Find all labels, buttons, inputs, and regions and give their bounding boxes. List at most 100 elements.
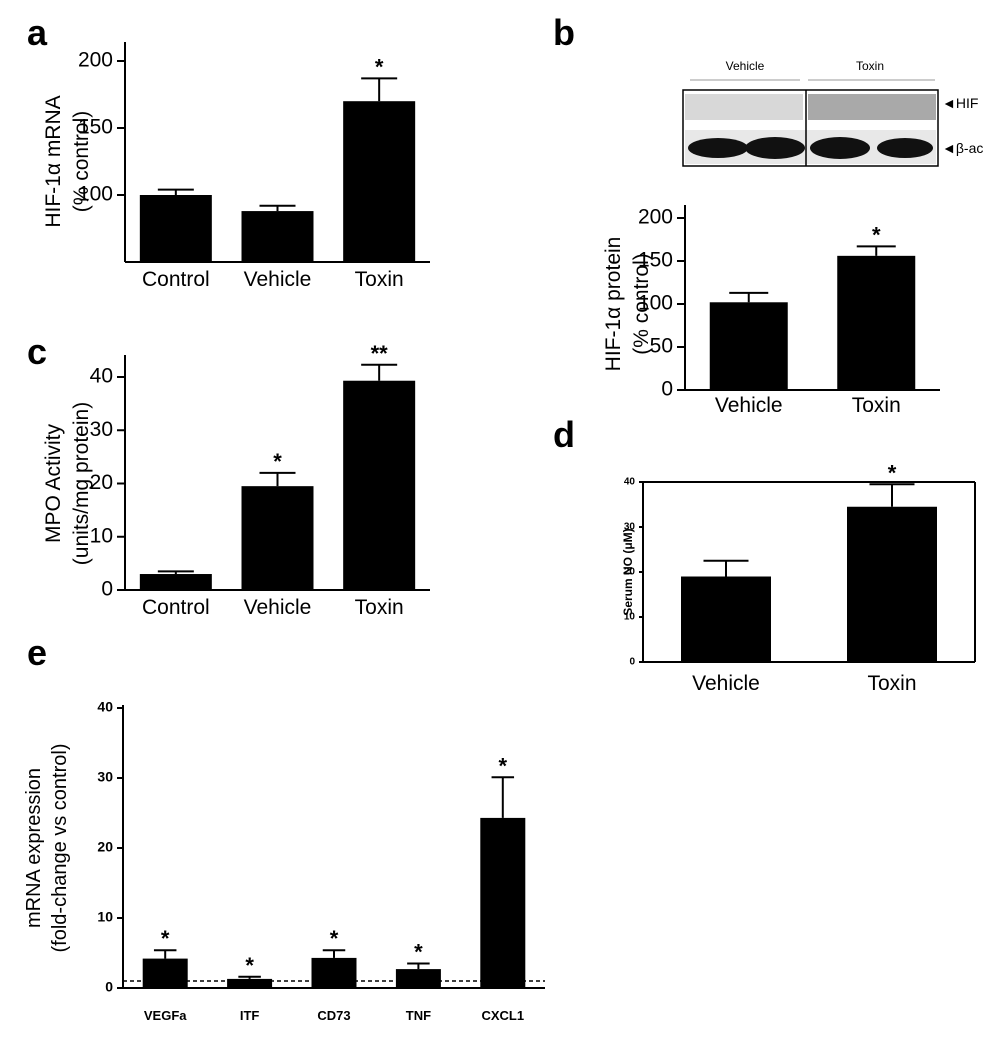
band xyxy=(877,138,933,158)
bar xyxy=(395,969,441,988)
bar xyxy=(681,576,771,662)
panel: e mRNA expression (fold-change vs control)… xyxy=(23,632,545,1023)
band xyxy=(745,137,805,159)
bar xyxy=(139,574,212,590)
bar xyxy=(227,978,273,988)
x-tick-label: Toxin xyxy=(867,672,916,695)
significance-label: * xyxy=(161,926,170,951)
significance-label: * xyxy=(245,953,254,978)
bar xyxy=(241,211,314,262)
error-bar xyxy=(157,570,194,575)
y-axis-label: HIF-1α protein xyxy=(602,237,625,372)
y-tick-label: 40 xyxy=(624,477,636,488)
bar xyxy=(837,255,916,390)
x-tick-label: Vehicle xyxy=(244,268,312,291)
x-tick-label: Toxin xyxy=(355,268,404,291)
bar xyxy=(709,302,788,390)
y-tick-label: 40 xyxy=(97,699,113,715)
significance-label: * xyxy=(872,222,881,247)
y-tick-label: 0 xyxy=(101,578,113,601)
y-axis-label: (% control) xyxy=(630,253,653,355)
y-axis-label: Serum NO (μM) xyxy=(621,528,635,615)
y-tick-label: 10 xyxy=(90,524,113,547)
bar xyxy=(311,957,357,988)
panel-label: b xyxy=(553,12,575,53)
significance-label: * xyxy=(414,940,423,965)
y-tick-label: 40 xyxy=(90,365,113,388)
bar xyxy=(142,958,188,988)
x-tick-label: Vehicle xyxy=(692,672,760,695)
bar xyxy=(343,380,416,590)
y-axis-label: MPO Activity xyxy=(42,423,65,543)
y-tick-label: 100 xyxy=(638,292,673,315)
significance-label: * xyxy=(888,460,897,485)
band xyxy=(685,94,803,120)
y-tick-label: 30 xyxy=(624,522,636,533)
significance-label: * xyxy=(273,449,282,474)
x-tick-label: Control xyxy=(142,596,210,619)
error-bar xyxy=(703,559,749,577)
significance-label: * xyxy=(375,54,384,79)
error-bar xyxy=(729,291,769,303)
panel-label: c xyxy=(27,331,47,372)
error-bar xyxy=(869,483,915,507)
band-label: ◄β-ac xyxy=(942,140,983,156)
y-tick-label: 100 xyxy=(78,183,113,206)
y-tick-label: 10 xyxy=(97,909,113,925)
y-tick-label: 50 xyxy=(650,335,673,358)
y-tick-label: 200 xyxy=(78,49,113,72)
y-tick-label: 200 xyxy=(638,206,673,229)
bar xyxy=(847,506,937,662)
error-bar xyxy=(361,77,398,102)
error-bar xyxy=(259,471,296,487)
x-tick-label: Vehicle xyxy=(715,394,783,417)
bar xyxy=(241,486,314,590)
band-label: ◄HIF xyxy=(942,95,978,111)
error-bar xyxy=(361,363,398,381)
x-tick-label: CXCL1 xyxy=(481,1008,524,1023)
y-tick-label: 150 xyxy=(638,249,673,272)
y-axis-label: (fold-change vs control) xyxy=(49,744,71,953)
panel-label: a xyxy=(27,12,48,53)
error-bar xyxy=(157,188,194,195)
x-tick-label: Toxin xyxy=(852,394,901,417)
panel: a HIF-1α mRNA (% control)100 150 200 Control V… xyxy=(27,12,430,291)
lane-label: Vehicle xyxy=(726,59,765,73)
panel-label: e xyxy=(27,632,47,673)
lane-label: Toxin xyxy=(856,59,884,73)
band xyxy=(810,137,870,159)
band xyxy=(688,138,748,158)
y-tick-label: 20 xyxy=(624,567,636,578)
y-tick-label: 30 xyxy=(97,769,113,785)
western-blot: Vehicle Toxin ◄HIF ◄β-ac xyxy=(682,59,983,167)
error-bar xyxy=(407,962,430,970)
y-tick-label: 0 xyxy=(661,378,673,401)
bar xyxy=(343,101,416,262)
error-bar xyxy=(259,204,296,212)
y-tick-label: 0 xyxy=(105,979,113,995)
y-tick-label: 20 xyxy=(97,839,113,855)
band xyxy=(808,94,936,120)
x-tick-label: VEGFa xyxy=(144,1008,187,1023)
error-bar xyxy=(491,776,515,818)
x-tick-label: Control xyxy=(142,268,210,291)
bar xyxy=(480,817,526,988)
bar xyxy=(139,195,212,262)
panel: d Serum NO (μM) 0 10 20 30 40 Vehicle Toxin * xyxy=(553,414,976,695)
panel: b HIF-1α protein (% control) 0 50 100 150 200 Ve… xyxy=(553,12,940,417)
error-bar xyxy=(856,245,896,256)
error-bar xyxy=(322,949,346,958)
error-bar xyxy=(238,975,261,979)
panel-label: d xyxy=(553,414,575,455)
significance-label: * xyxy=(330,926,339,951)
x-tick-label: Toxin xyxy=(355,596,404,619)
y-axis-label: HIF-1α mRNA xyxy=(42,95,65,227)
y-tick-label: 30 xyxy=(90,418,113,441)
significance-label: ** xyxy=(371,341,389,366)
x-tick-label: TNF xyxy=(406,1008,431,1023)
y-tick-label: 20 xyxy=(90,471,113,494)
error-bar xyxy=(153,949,177,959)
x-tick-label: ITF xyxy=(240,1008,260,1023)
y-axis-label: (units/mg protein) xyxy=(70,402,93,565)
